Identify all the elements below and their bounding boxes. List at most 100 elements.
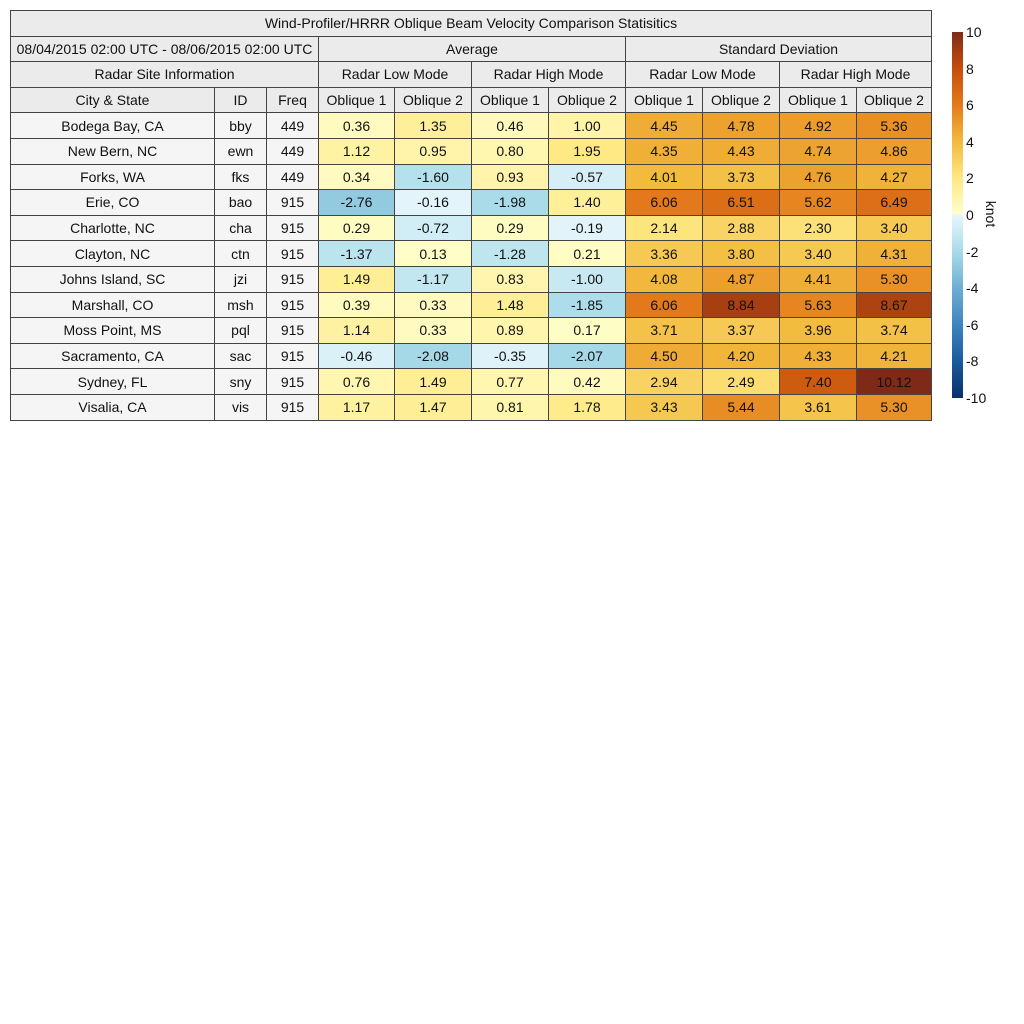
colorbar-tick-label: 8: [966, 60, 974, 77]
column-header: Oblique 2: [702, 86, 780, 114]
value-cell: 0.83: [471, 265, 549, 293]
value-cell: 3.61: [779, 393, 857, 421]
value-cell: 2.14: [625, 214, 703, 242]
colorbar-tick-label: 0: [966, 207, 974, 223]
table-row: Forks, WA fks 449 0.34 -1.60 0.93 -0.57 4.01 3.7…: [10, 163, 932, 191]
value-cell: 5.30: [856, 393, 932, 421]
value-cell: -1.28: [471, 240, 549, 267]
group-average: Average: [318, 35, 626, 63]
value-cell: 6.06: [625, 291, 703, 319]
value-cell: -0.57: [548, 163, 626, 191]
value-cell: 3.40: [779, 240, 857, 267]
value-cell: 3.40: [856, 214, 932, 242]
column-header: Oblique 1: [625, 86, 703, 114]
site-freq: 915: [266, 342, 319, 370]
column-header: Oblique 1: [318, 86, 395, 114]
site-id: jzi: [214, 265, 267, 293]
site-id: sny: [214, 368, 267, 395]
colorbar-tick-label: 6: [966, 97, 974, 114]
site-city: Sacramento, CA: [10, 342, 215, 370]
mode-header: Radar Low Mode: [625, 61, 780, 88]
site-city: Clayton, NC: [10, 240, 215, 267]
value-cell: 4.43: [702, 137, 780, 165]
value-cell: 2.30: [779, 214, 857, 242]
value-cell: 4.87: [702, 265, 780, 293]
statistics-table: Wind-Profiler/HRRR Oblique Beam Velocity…: [10, 10, 932, 421]
value-cell: 1.35: [394, 112, 472, 139]
value-cell: 10.12: [856, 368, 932, 395]
value-cell: 2.49: [702, 368, 780, 395]
value-cell: 0.95: [394, 137, 472, 165]
mode-header: Radar High Mode: [779, 61, 932, 88]
table-row: Bodega Bay, CA bby 449 0.36 1.35 0.46 1.00 4.45…: [10, 112, 932, 139]
value-cell: 3.36: [625, 240, 703, 267]
site-freq: 449: [266, 163, 319, 191]
table-row: Sacramento, CA sac 915 -0.46 -2.08 -0.35 -2.07…: [10, 342, 932, 370]
value-cell: 2.88: [702, 214, 780, 242]
value-cell: -0.46: [318, 342, 395, 370]
value-cell: 4.86: [856, 137, 932, 165]
value-cell: 4.78: [702, 112, 780, 139]
value-cell: -2.08: [394, 342, 472, 370]
value-cell: 4.20: [702, 342, 780, 370]
site-id: ewn: [214, 137, 267, 165]
colorbar-label: knot: [983, 200, 1000, 228]
value-cell: 3.71: [625, 317, 703, 344]
mode-header: Radar High Mode: [471, 61, 626, 88]
site-id: pql: [214, 317, 267, 344]
table-title: Wind-Profiler/HRRR Oblique Beam Velocity…: [10, 10, 932, 37]
site-id: vis: [214, 393, 267, 421]
value-cell: 5.63: [779, 291, 857, 319]
value-cell: 8.67: [856, 291, 932, 319]
table-row: Erie, CO bao 915 -2.76 -0.16 -1.98 1.40 6.06 6.5…: [10, 189, 932, 216]
value-cell: 4.01: [625, 163, 703, 191]
colorbar-tick-label: -4: [966, 280, 979, 297]
site-id: fks: [214, 163, 267, 191]
value-cell: 0.77: [471, 368, 549, 395]
site-city: New Bern, NC: [10, 137, 215, 165]
value-cell: 5.44: [702, 393, 780, 421]
value-cell: 4.76: [779, 163, 857, 191]
group-standard-deviation: Standard Deviation: [625, 35, 932, 63]
site-city: Visalia, CA: [10, 393, 215, 421]
value-cell: 4.50: [625, 342, 703, 370]
value-cell: 4.08: [625, 265, 703, 293]
value-cell: 0.93: [471, 163, 549, 191]
value-cell: 3.96: [779, 317, 857, 344]
value-cell: 4.74: [779, 137, 857, 165]
value-cell: 1.47: [394, 393, 472, 421]
value-cell: 4.45: [625, 112, 703, 139]
value-cell: 0.76: [318, 368, 395, 395]
table-row: Johns Island, SC jzi 915 1.49 -1.17 0.83 -1.00…: [10, 265, 932, 293]
site-info-header: Radar Site Information: [10, 61, 319, 88]
value-cell: 0.33: [394, 291, 472, 319]
site-freq: 915: [266, 317, 319, 344]
column-header: Freq: [266, 86, 319, 114]
value-cell: 0.21: [548, 240, 626, 267]
value-cell: 0.17: [548, 317, 626, 344]
value-cell: 0.13: [394, 240, 472, 267]
column-header: City & State: [10, 86, 215, 114]
table-row: Marshall, CO msh 915 0.39 0.33 1.48 -1.85 6.06 8…: [10, 291, 932, 319]
colorbar: [952, 32, 963, 398]
site-freq: 915: [266, 240, 319, 267]
colorbar-tick-label: -6: [966, 316, 979, 333]
site-id: sac: [214, 342, 267, 370]
site-freq: 449: [266, 137, 319, 165]
value-cell: 6.06: [625, 189, 703, 216]
value-cell: 0.39: [318, 291, 395, 319]
value-cell: -0.16: [394, 189, 472, 216]
table-row: Clayton, NC ctn 915 -1.37 0.13 -1.28 0.21 3.36 3…: [10, 240, 932, 267]
value-cell: 4.33: [779, 342, 857, 370]
value-cell: -1.00: [548, 265, 626, 293]
site-city: Erie, CO: [10, 189, 215, 216]
table-row: New Bern, NC ewn 449 1.12 0.95 0.80 1.95 4.35 4.…: [10, 137, 932, 165]
colorbar-tick-label: 10: [966, 24, 982, 40]
value-cell: -2.07: [548, 342, 626, 370]
value-cell: 0.42: [548, 368, 626, 395]
value-cell: 1.48: [471, 291, 549, 319]
value-cell: 0.36: [318, 112, 395, 139]
site-id: cha: [214, 214, 267, 242]
colorbar-tick-label: 2: [966, 170, 974, 187]
value-cell: 1.00: [548, 112, 626, 139]
